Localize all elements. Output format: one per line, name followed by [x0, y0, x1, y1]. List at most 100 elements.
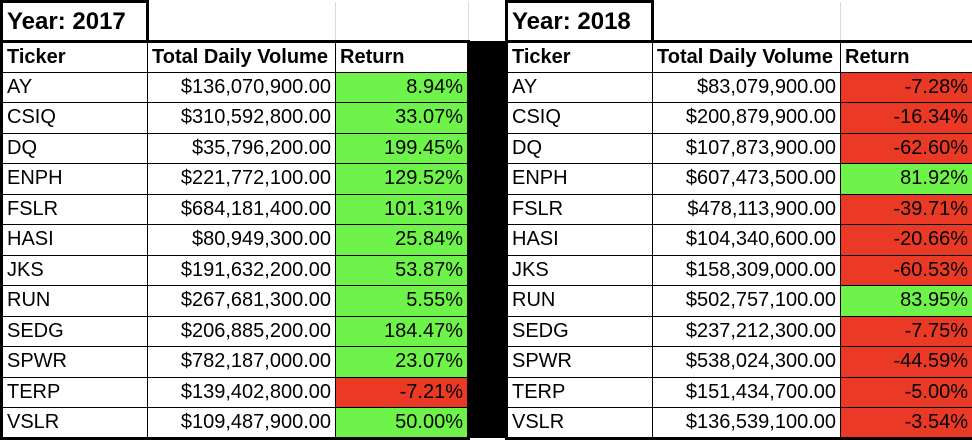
table-row: TERP$139,402,800.00-7.21%	[2, 377, 469, 408]
volume-cell[interactable]: $782,187,000.00	[148, 347, 336, 378]
ticker-cell[interactable]: HASI	[507, 225, 653, 256]
return-cell[interactable]: -60.53%	[841, 255, 972, 286]
volume-cell[interactable]: $310,592,800.00	[148, 103, 336, 134]
volume-cell[interactable]: $104,340,600.00	[653, 225, 841, 256]
ticker-cell[interactable]: JKS	[507, 255, 653, 286]
ticker-cell[interactable]: DQ	[2, 133, 148, 164]
ticker-cell[interactable]: FSLR	[507, 194, 653, 225]
volume-cell[interactable]: $206,885,200.00	[148, 316, 336, 347]
ticker-cell[interactable]: RUN	[507, 286, 653, 317]
ticker-cell[interactable]: SEDG	[507, 316, 653, 347]
ticker-cell[interactable]: SPWR	[507, 347, 653, 378]
column-divider	[467, 41, 505, 438]
title-row: Year: 2018	[507, 2, 972, 42]
ticker-cell[interactable]: CSIQ	[507, 103, 653, 134]
volume-cell[interactable]: $107,873,900.00	[653, 133, 841, 164]
return-cell[interactable]: -44.59%	[841, 347, 972, 378]
return-cell[interactable]: 23.07%	[336, 347, 469, 378]
ticker-cell[interactable]: DQ	[507, 133, 653, 164]
return-cell[interactable]: -39.71%	[841, 194, 972, 225]
volume-cell[interactable]: $83,079,900.00	[653, 72, 841, 103]
ticker-cell[interactable]: TERP	[507, 377, 653, 408]
volume-cell[interactable]: $607,473,500.00	[653, 164, 841, 195]
empty-cell[interactable]	[653, 2, 841, 42]
header-volume[interactable]: Total Daily Volume	[653, 42, 841, 73]
volume-cell[interactable]: $136,070,900.00	[148, 72, 336, 103]
table-row: SEDG$237,212,300.00-7.75%	[507, 316, 972, 347]
volume-cell[interactable]: $200,879,900.00	[653, 103, 841, 134]
year-title[interactable]: Year: 2017	[2, 2, 148, 42]
table-row: VSLR$136,539,100.00-3.54%	[507, 408, 972, 439]
volume-cell[interactable]: $237,212,300.00	[653, 316, 841, 347]
volume-cell[interactable]: $35,796,200.00	[148, 133, 336, 164]
return-cell[interactable]: 5.55%	[336, 286, 469, 317]
return-cell[interactable]: 50.00%	[336, 408, 469, 439]
ticker-cell[interactable]: AY	[507, 72, 653, 103]
volume-cell[interactable]: $151,434,700.00	[653, 377, 841, 408]
ticker-cell[interactable]: FSLR	[2, 194, 148, 225]
ticker-cell[interactable]: VSLR	[507, 408, 653, 439]
ticker-cell[interactable]: SPWR	[2, 347, 148, 378]
volume-cell[interactable]: $267,681,300.00	[148, 286, 336, 317]
empty-cell[interactable]	[148, 2, 336, 42]
header-volume[interactable]: Total Daily Volume	[148, 42, 336, 73]
volume-cell[interactable]: $684,181,400.00	[148, 194, 336, 225]
ticker-cell[interactable]: AY	[2, 72, 148, 103]
return-cell[interactable]: -7.28%	[841, 72, 972, 103]
results-table: Year: 2018 Ticker Total Daily Volume Ret…	[505, 0, 972, 440]
return-cell[interactable]: -5.00%	[841, 377, 972, 408]
return-cell[interactable]: -7.75%	[841, 316, 972, 347]
year-title[interactable]: Year: 2018	[507, 2, 653, 42]
ticker-cell[interactable]: JKS	[2, 255, 148, 286]
return-cell[interactable]: 101.31%	[336, 194, 469, 225]
header-ticker[interactable]: Ticker	[2, 42, 148, 73]
return-cell[interactable]: 184.47%	[336, 316, 469, 347]
ticker-cell[interactable]: SEDG	[2, 316, 148, 347]
return-cell[interactable]: 83.95%	[841, 286, 972, 317]
return-cell[interactable]: -16.34%	[841, 103, 972, 134]
return-cell[interactable]: 81.92%	[841, 164, 972, 195]
volume-cell[interactable]: $502,757,100.00	[653, 286, 841, 317]
volume-cell[interactable]: $139,402,800.00	[148, 377, 336, 408]
return-cell[interactable]: 129.52%	[336, 164, 469, 195]
ticker-cell[interactable]: RUN	[2, 286, 148, 317]
volume-cell[interactable]: $478,113,900.00	[653, 194, 841, 225]
volume-cell[interactable]: $158,309,000.00	[653, 255, 841, 286]
return-cell[interactable]: 25.84%	[336, 225, 469, 256]
empty-cell[interactable]	[336, 2, 469, 42]
volume-cell[interactable]: $191,632,200.00	[148, 255, 336, 286]
table-row: SPWR$538,024,300.00-44.59%	[507, 347, 972, 378]
volume-cell[interactable]: $80,949,300.00	[148, 225, 336, 256]
return-cell[interactable]: 53.87%	[336, 255, 469, 286]
return-cell[interactable]: 199.45%	[336, 133, 469, 164]
return-cell[interactable]: -62.60%	[841, 133, 972, 164]
return-cell[interactable]: -3.54%	[841, 408, 972, 439]
volume-cell[interactable]: $109,487,900.00	[148, 408, 336, 439]
table-row: CSIQ$200,879,900.00-16.34%	[507, 103, 972, 134]
table-row: JKS$158,309,000.00-60.53%	[507, 255, 972, 286]
header-ticker[interactable]: Ticker	[507, 42, 653, 73]
return-cell[interactable]: 33.07%	[336, 103, 469, 134]
empty-cell[interactable]	[841, 2, 972, 42]
ticker-cell[interactable]: ENPH	[507, 164, 653, 195]
ticker-cell[interactable]: ENPH	[2, 164, 148, 195]
return-cell[interactable]: 8.94%	[336, 72, 469, 103]
ticker-cell[interactable]: TERP	[2, 377, 148, 408]
ticker-cell[interactable]: CSIQ	[2, 103, 148, 134]
return-cell[interactable]: -7.21%	[336, 377, 469, 408]
table-row: FSLR$478,113,900.00-39.71%	[507, 194, 972, 225]
ticker-cell[interactable]: HASI	[2, 225, 148, 256]
volume-cell[interactable]: $221,772,100.00	[148, 164, 336, 195]
header-return[interactable]: Return	[841, 42, 972, 73]
volume-cell[interactable]: $136,539,100.00	[653, 408, 841, 439]
return-cell[interactable]: -20.66%	[841, 225, 972, 256]
volume-cell[interactable]: $538,024,300.00	[653, 347, 841, 378]
ticker-cell[interactable]: VSLR	[2, 408, 148, 439]
header-return[interactable]: Return	[336, 42, 469, 73]
